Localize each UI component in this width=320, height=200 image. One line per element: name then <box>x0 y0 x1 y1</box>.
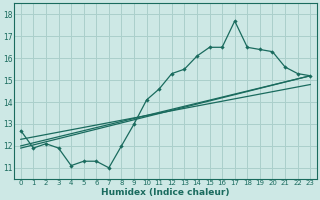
X-axis label: Humidex (Indice chaleur): Humidex (Indice chaleur) <box>101 188 230 197</box>
